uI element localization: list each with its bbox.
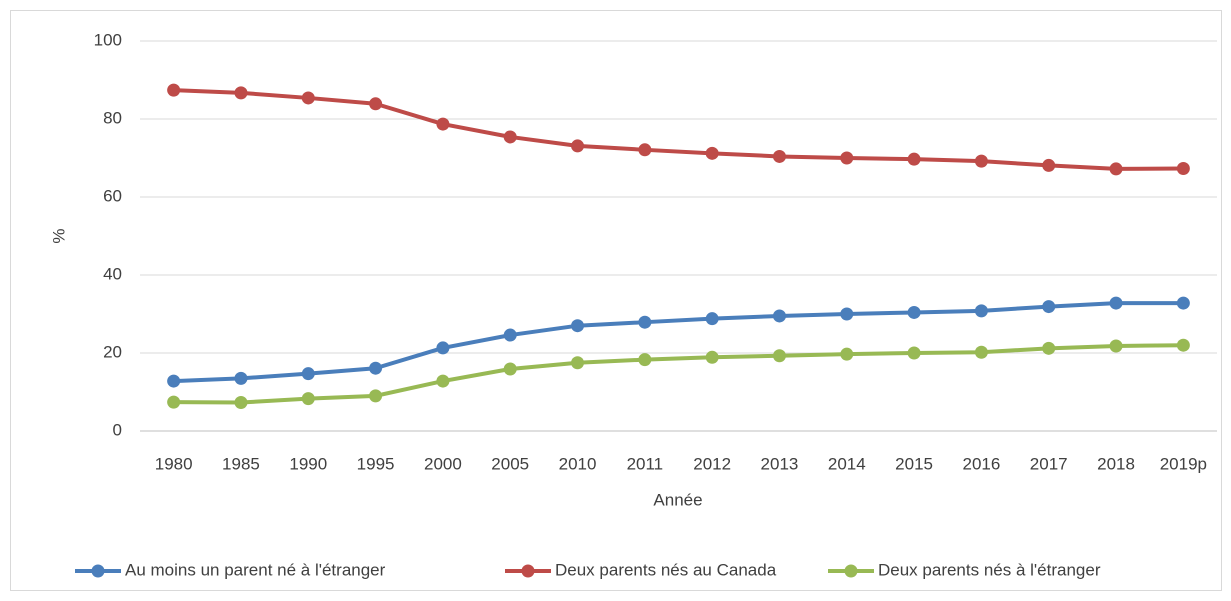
data-point: [369, 361, 383, 375]
data-point: [436, 341, 450, 355]
data-point: [638, 353, 652, 367]
data-point: [974, 154, 988, 168]
y-tick-label: 80: [103, 108, 122, 127]
x-tick-label: 2015: [895, 454, 933, 473]
data-point: [705, 350, 719, 364]
data-point: [1176, 296, 1190, 310]
y-tick-label: 100: [94, 30, 122, 49]
y-tick-label: 60: [103, 186, 122, 205]
legend-marker: [91, 564, 105, 578]
x-tick-label: 2013: [761, 454, 799, 473]
x-tick-label: 2011: [627, 454, 664, 473]
data-point: [907, 152, 921, 166]
x-tick-label: 2000: [424, 454, 462, 473]
data-point: [571, 356, 585, 370]
legend-label: Deux parents nés au Canada: [555, 560, 777, 579]
data-point: [301, 392, 315, 406]
data-point: [907, 346, 921, 360]
x-tick-label: 2014: [828, 454, 866, 473]
data-point: [907, 305, 921, 319]
data-point: [638, 143, 652, 157]
data-point: [234, 396, 248, 410]
data-point: [167, 395, 181, 409]
data-point: [1109, 162, 1123, 176]
legend-marker: [521, 564, 535, 578]
data-point: [772, 309, 786, 323]
data-point: [436, 374, 450, 388]
data-point: [571, 319, 585, 333]
data-point: [840, 307, 854, 321]
x-tick-label: 1995: [357, 454, 395, 473]
data-point: [571, 139, 585, 153]
y-tick-label: 40: [103, 264, 122, 283]
data-point: [234, 86, 248, 100]
data-point: [638, 315, 652, 329]
data-point: [369, 389, 383, 403]
x-tick-label: 2019p: [1160, 454, 1207, 473]
data-point: [503, 130, 517, 144]
data-point: [436, 117, 450, 131]
data-point: [974, 345, 988, 359]
x-tick-label: 2018: [1097, 454, 1135, 473]
data-point: [840, 347, 854, 361]
x-tick-label: 2012: [693, 454, 731, 473]
data-point: [1176, 162, 1190, 176]
data-point: [167, 374, 181, 388]
data-point: [301, 91, 315, 105]
data-point: [840, 151, 854, 165]
y-axis-label: %: [49, 228, 68, 243]
chart-border: [10, 10, 1222, 591]
series-line: [173, 343, 1184, 405]
data-point: [705, 146, 719, 160]
series-line: [173, 301, 1184, 384]
legend-marker: [844, 564, 858, 578]
data-point: [301, 367, 315, 381]
y-tick-label: 20: [103, 342, 122, 361]
x-tick-label: 1980: [155, 454, 193, 473]
x-tick-label: 2017: [1030, 454, 1068, 473]
x-tick-label: 1990: [289, 454, 327, 473]
data-point: [1176, 338, 1190, 352]
data-point: [1042, 300, 1056, 314]
x-tick-label: 1985: [222, 454, 260, 473]
data-point: [772, 149, 786, 163]
data-point: [503, 328, 517, 342]
legend-label: Au moins un parent né à l'étranger: [125, 560, 386, 579]
legend-label: Deux parents nés à l'étranger: [878, 560, 1101, 579]
data-point: [167, 83, 181, 97]
data-point: [705, 312, 719, 326]
data-point: [974, 304, 988, 318]
x-tick-label: 2010: [559, 454, 597, 473]
series-line: [173, 88, 1184, 171]
data-point: [503, 362, 517, 376]
data-point: [1109, 296, 1123, 310]
data-point: [1109, 339, 1123, 353]
data-point: [369, 97, 383, 111]
x-tick-label: 2005: [491, 454, 529, 473]
x-axis-label: Année: [653, 490, 702, 509]
data-point: [1042, 158, 1056, 172]
data-point: [772, 349, 786, 363]
x-tick-label: 2016: [962, 454, 1000, 473]
y-tick-label: 0: [113, 420, 122, 439]
data-point: [234, 371, 248, 385]
data-point: [1042, 341, 1056, 355]
